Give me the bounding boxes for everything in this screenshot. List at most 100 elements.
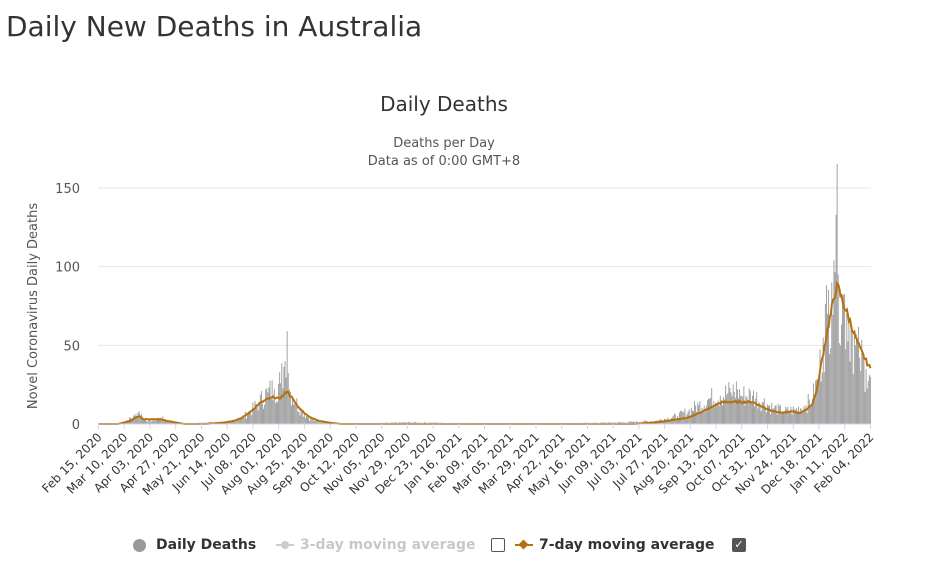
- daily-death-bar: [786, 408, 788, 424]
- daily-death-bar: [173, 422, 174, 424]
- daily-death-bar: [754, 406, 756, 424]
- daily-death-bar: [836, 164, 838, 424]
- y-tick-labels: 0 50 100 150: [55, 182, 80, 433]
- checkbox-3-day-average[interactable]: [491, 538, 505, 552]
- chart-title: Daily Deaths: [380, 92, 508, 116]
- daily-death-bar: [855, 334, 857, 424]
- daily-death-bar: [316, 420, 318, 424]
- daily-death-bar: [794, 409, 796, 424]
- daily-death-bar: [822, 337, 824, 424]
- daily-death-bar: [791, 414, 793, 424]
- daily-death-bar: [319, 422, 321, 424]
- daily-death-bar: [797, 411, 798, 424]
- legend-item-3-day-average[interactable]: 3-day moving average: [276, 530, 476, 560]
- daily-death-bar: [257, 410, 259, 424]
- daily-death-bar: [263, 408, 265, 424]
- daily-death-bar: [681, 411, 683, 424]
- daily-death-bar: [267, 392, 269, 424]
- daily-death-bar: [745, 395, 747, 424]
- daily-death-bar: [237, 419, 239, 424]
- legend-item-daily-deaths[interactable]: Daily Deaths: [133, 530, 256, 560]
- daily-death-bar: [814, 399, 816, 424]
- daily-death-bar: [729, 388, 731, 424]
- daily-death-bar: [755, 398, 757, 424]
- daily-death-bar: [764, 406, 766, 424]
- daily-death-bar: [150, 421, 152, 424]
- daily-death-bar: [294, 404, 296, 424]
- daily-death-bar: [714, 407, 716, 424]
- daily-death-bar: [233, 420, 234, 424]
- daily-death-bar: [863, 354, 865, 424]
- daily-death-bar: [251, 415, 253, 424]
- daily-death-bar: [138, 411, 140, 424]
- daily-death-bar: [703, 405, 705, 424]
- daily-death-bar: [783, 412, 784, 424]
- daily-death-bar: [769, 404, 771, 424]
- daily-death-bar: [315, 419, 317, 424]
- daily-death-bar: [245, 418, 247, 424]
- daily-death-bar: [721, 405, 723, 424]
- daily-death-bar: [277, 402, 278, 424]
- daily-death-bar: [819, 349, 821, 424]
- daily-death-bar: [780, 413, 782, 424]
- daily-death-bar: [779, 404, 781, 424]
- daily-death-bar: [778, 406, 780, 424]
- daily-death-bar: [759, 404, 761, 424]
- daily-death-bar: [847, 341, 849, 424]
- daily-death-bar: [278, 383, 280, 424]
- daily-death-bar: [727, 393, 729, 424]
- daily-death-bar: [628, 421, 630, 424]
- daily-death-bar: [777, 403, 779, 424]
- daily-death-bar: [689, 415, 691, 424]
- daily-death-bar: [730, 392, 732, 424]
- daily-death-bar: [170, 421, 172, 424]
- daily-death-bar: [701, 407, 703, 424]
- daily-death-bar: [795, 408, 797, 424]
- daily-death-bar: [802, 412, 804, 424]
- daily-death-bar: [308, 417, 310, 424]
- checkbox-7-day-average[interactable]: ✓: [732, 538, 746, 552]
- daily-death-bar: [831, 282, 833, 424]
- daily-death-bar: [297, 411, 299, 424]
- daily-death-bar: [153, 418, 155, 424]
- daily-death-bar: [171, 422, 173, 424]
- daily-death-bar: [724, 399, 726, 424]
- daily-death-bar: [827, 313, 828, 424]
- daily-death-bar: [851, 333, 853, 424]
- daily-death-bar: [741, 395, 743, 424]
- daily-death-bar: [728, 382, 730, 424]
- daily-death-bar: [259, 394, 261, 424]
- daily-death-bar: [800, 408, 802, 424]
- daily-death-bar: [287, 372, 289, 424]
- daily-death-bar: [300, 408, 302, 424]
- daily-death-bar: [290, 405, 292, 424]
- daily-death-bar: [845, 349, 847, 424]
- daily-death-bar: [820, 381, 822, 424]
- daily-death-bar: [265, 389, 267, 424]
- daily-death-bar: [840, 324, 842, 424]
- daily-death-bar: [285, 377, 287, 424]
- daily-death-bar: [165, 420, 167, 424]
- daily-death-bar: [732, 384, 734, 424]
- daily-death-bar: [738, 398, 739, 424]
- daily-death-bar: [248, 412, 250, 424]
- daily-death-bar: [309, 420, 311, 424]
- legend-item-7-day-average[interactable]: 7-day moving average: [515, 530, 715, 560]
- daily-death-bar: [242, 415, 244, 424]
- daily-death-bar: [747, 402, 749, 424]
- daily-death-bar: [843, 294, 845, 424]
- daily-death-bar: [749, 390, 751, 424]
- daily-death-bar: [748, 388, 750, 424]
- daily-death-bar: [742, 396, 744, 424]
- daily-death-bar: [253, 408, 255, 424]
- y-axis-title: Novel Coronavirus Daily Deaths: [26, 203, 41, 409]
- daily-death-bar: [148, 418, 150, 424]
- daily-death-bar: [812, 398, 813, 424]
- daily-death-bar: [684, 408, 686, 424]
- daily-death-bar: [272, 400, 274, 424]
- daily-death-bar: [139, 415, 141, 424]
- daily-death-bar: [318, 422, 320, 424]
- daily-death-bar: [310, 417, 312, 424]
- daily-death-bar: [632, 421, 634, 424]
- daily-death-bar: [643, 420, 645, 424]
